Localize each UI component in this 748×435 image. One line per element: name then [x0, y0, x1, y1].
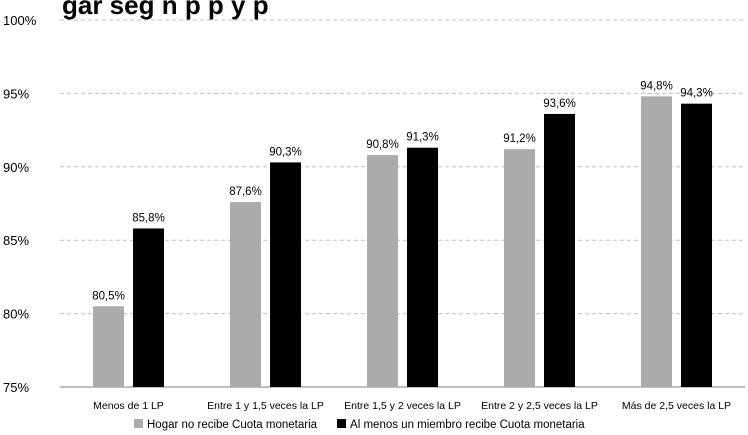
- data-label: 93,6%: [543, 98, 576, 110]
- bar: [230, 202, 261, 387]
- data-label: 87,6%: [229, 186, 262, 198]
- x-tick-label: Entre 1 y 1,5 veces la LP: [207, 400, 324, 412]
- x-tick-label: Más de 2,5 veces la LP: [622, 400, 731, 412]
- data-label: 90,3%: [269, 146, 302, 158]
- y-tick-label: 80%: [3, 307, 29, 322]
- bar: [407, 147, 438, 387]
- data-label: 80,5%: [92, 290, 125, 302]
- data-label: 94,8%: [640, 80, 673, 92]
- bar: [367, 155, 398, 387]
- bar: [93, 306, 124, 387]
- data-label: 94,3%: [680, 88, 713, 100]
- y-tick-label: 95%: [3, 86, 29, 101]
- gridlines: [60, 19, 745, 388]
- legend-swatch: [134, 419, 143, 428]
- data-label: 90,8%: [366, 139, 399, 151]
- bars: [93, 96, 712, 388]
- y-tick-label: 85%: [3, 233, 29, 248]
- bar: [133, 228, 164, 387]
- y-axis-ticks: 75% 80% 85% 90% 95% 100%: [3, 13, 37, 395]
- data-label: 91,3%: [406, 132, 439, 144]
- legend-label: Al menos un miembro recibe Cuota monetar…: [350, 419, 585, 431]
- x-axis-ticks: Menos de 1 LP Entre 1 y 1,5 veces la LP En…: [93, 400, 731, 412]
- bar: [681, 103, 712, 388]
- x-tick-label: Menos de 1 LP: [93, 400, 164, 412]
- chart-title: gar seg n p p y p: [62, 0, 269, 20]
- bar: [504, 149, 535, 387]
- data-label: 91,2%: [503, 133, 536, 145]
- y-tick-label: 100%: [3, 13, 37, 28]
- x-tick-label: Entre 2 y 2,5 veces la LP: [481, 400, 598, 412]
- legend: Hogar no recibe Cuota monetaria Al menos …: [134, 419, 585, 431]
- bar: [270, 162, 301, 387]
- y-tick-label: 75%: [3, 380, 29, 395]
- bar: [544, 113, 575, 388]
- legend-swatch: [337, 419, 347, 428]
- legend-label: Hogar no recibe Cuota monetaria: [147, 419, 318, 431]
- bar: [641, 96, 672, 387]
- data-labels: 80,5% 85,8% 87,6% 90,3% 90,8% 91,3% 91,2% 93,6%…: [92, 80, 713, 302]
- x-tick-label: Entre 1,5 y 2 veces la LP: [344, 400, 461, 412]
- y-tick-label: 90%: [3, 160, 29, 175]
- data-label: 85,8%: [132, 212, 165, 224]
